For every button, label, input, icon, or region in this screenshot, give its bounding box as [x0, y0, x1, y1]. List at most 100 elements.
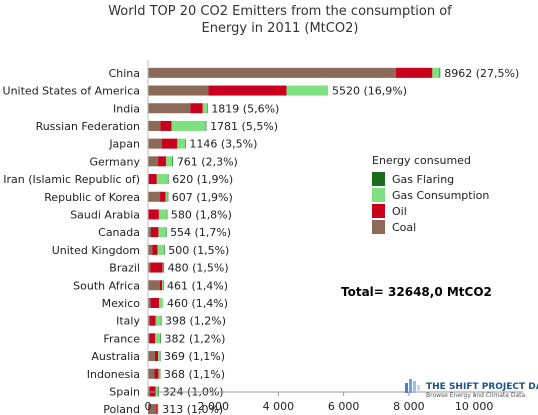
- category-label: Saudi Arabia: [70, 208, 140, 221]
- x-tick-label: 4 000: [263, 400, 295, 413]
- x-tick-label: 0: [145, 400, 152, 413]
- legend-swatch-gas-flaring: [372, 172, 385, 186]
- category-label: Indonesia: [87, 368, 140, 381]
- bar-segment-coal: [148, 227, 151, 238]
- bar-segment-gas-consumption: [157, 244, 165, 255]
- bar-segment-gas-flaring: [163, 280, 164, 291]
- bar-segment-coal: [148, 351, 155, 362]
- value-label: 1819 (5,6%): [211, 102, 279, 115]
- category-label: Germany: [89, 155, 140, 168]
- bar-segment-gas-flaring: [159, 351, 161, 362]
- bar-segment-oil: [148, 174, 157, 185]
- bar-segment-gas-consumption: [158, 209, 167, 220]
- bar-segment-coal: [148, 85, 209, 96]
- bar-segment-gas-consumption: [155, 315, 161, 326]
- bar-segment-coal: [148, 386, 150, 397]
- legend-label: Oil: [392, 205, 407, 218]
- value-label: 461 (1,4%): [167, 279, 228, 292]
- bar-segment-oil: [161, 138, 178, 149]
- bar-segment-coal: [148, 315, 150, 326]
- chart-title-line-2: Energy in 2011 (MtCO2): [202, 21, 359, 36]
- bar-segment-gas-flaring: [205, 120, 207, 131]
- bar-segment-coal: [148, 262, 151, 273]
- bar-segment-gas-consumption: [177, 138, 186, 149]
- bar-segment-gas-flaring: [172, 156, 174, 167]
- category-label: Brazil: [109, 262, 140, 275]
- bar-segment-gas-consumption: [159, 297, 163, 308]
- logo-name: THE SHIFT PROJECT DATA PO: [426, 382, 538, 392]
- bar-segment-coal: [148, 103, 191, 114]
- value-label: 382 (1,2%): [164, 332, 225, 345]
- bar-segment-coal: [148, 244, 153, 255]
- logo-tagline: Browse Energy and Climate Data: [426, 392, 526, 399]
- value-label: 761 (2,3%): [177, 155, 238, 168]
- category-label: United Kingdom: [52, 244, 140, 257]
- legend-label: Gas Consumption: [392, 189, 489, 202]
- x-tick-label: 8 000: [393, 400, 425, 413]
- bar-segment-gas-flaring: [158, 386, 160, 397]
- legend: Energy consumed Gas Flaring Gas Consumpti…: [372, 154, 489, 234]
- bar-segment-coal: [148, 138, 162, 149]
- bar-segment-oil: [156, 404, 158, 415]
- bar-segment-oil: [149, 315, 156, 326]
- bar-segment-gas-flaring: [166, 209, 168, 220]
- value-label: 607 (1,9%): [172, 191, 233, 204]
- bar-segment-gas-consumption: [171, 120, 206, 131]
- value-labels: 8962 (27,5%) 5520 (16,9%) 1819 (5,6%) 1781 …: [162, 67, 519, 415]
- bar-segment-oil: [158, 156, 166, 167]
- logo: THE SHIFT PROJECT DATA PO Browse Energy …: [405, 379, 538, 399]
- bar-segment-gas-flaring: [159, 368, 161, 379]
- category-label: Poland: [103, 403, 140, 415]
- category-label: China: [109, 67, 140, 80]
- bar-segment-gas-flaring: [167, 174, 169, 185]
- category-label: Canada: [98, 226, 140, 239]
- x-tick-label: 10 000: [455, 400, 494, 413]
- value-label: 620 (1,9%): [172, 173, 233, 186]
- bar-segment-coal: [148, 120, 161, 131]
- bar-segment-oil: [149, 333, 156, 344]
- legend-label: Coal: [392, 221, 416, 234]
- value-label: 1146 (3,5%): [189, 138, 257, 151]
- category-label: Iran (Islamic Republic of): [3, 173, 140, 186]
- x-axis: 0 2 000 4 000 6 000 8 000 10 000: [145, 60, 523, 413]
- bar-segment-oil: [154, 368, 159, 379]
- bar-segment-oil: [159, 280, 163, 291]
- total-annotation: Total= 32648,0 MtCO2: [341, 285, 492, 299]
- bar-segment-gas-flaring: [207, 103, 208, 114]
- value-label: 313 (1,0%): [162, 403, 223, 415]
- value-label: 5520 (16,9%): [332, 85, 407, 98]
- legend-items: Gas Flaring Gas Consumption Oil Coal: [372, 172, 489, 234]
- bar-segment-gas-consumption: [165, 191, 168, 202]
- bar-segment-coal: [148, 280, 160, 291]
- bar-segment-oil: [152, 244, 158, 255]
- category-label: France: [103, 332, 140, 345]
- legend-swatch-gas-consumption: [372, 188, 385, 202]
- bar-segment-gas-consumption: [286, 85, 328, 96]
- bar-segment-oil: [148, 209, 159, 220]
- bar-segment-gas-flaring: [164, 244, 165, 255]
- legend-label: Gas Flaring: [392, 173, 454, 186]
- category-labels: China United States of America India Russia…: [3, 67, 141, 415]
- x-tick-label: 2 000: [197, 400, 229, 413]
- bar-segment-gas-consumption: [158, 227, 166, 238]
- bars-group: [148, 67, 441, 415]
- bar-segment-gas-consumption: [155, 333, 161, 344]
- category-label: Russian Federation: [36, 120, 140, 133]
- bar-segment-gas-consumption: [432, 67, 440, 78]
- category-label: Japan: [108, 138, 140, 151]
- bar-segment-coal: [148, 191, 161, 202]
- bar-segment-oil: [150, 262, 163, 273]
- value-label: 500 (1,5%): [168, 244, 229, 257]
- bar-segment-gas-flaring: [163, 262, 165, 273]
- bar-segment-gas-consumption: [157, 404, 159, 415]
- bar-segment-gas-consumption: [165, 156, 173, 167]
- value-label: 369 (1,1%): [164, 350, 225, 363]
- x-tick-label: 6 000: [328, 400, 360, 413]
- bar-segment-oil: [160, 191, 166, 202]
- bar-segment-gas-consumption: [155, 386, 159, 397]
- bar-segment-coal: [148, 333, 150, 344]
- legend-swatch-coal: [372, 220, 385, 234]
- bar-segment-gas-flaring: [439, 67, 441, 78]
- bar-segment-gas-consumption: [158, 351, 160, 362]
- category-label: South Africa: [73, 279, 140, 292]
